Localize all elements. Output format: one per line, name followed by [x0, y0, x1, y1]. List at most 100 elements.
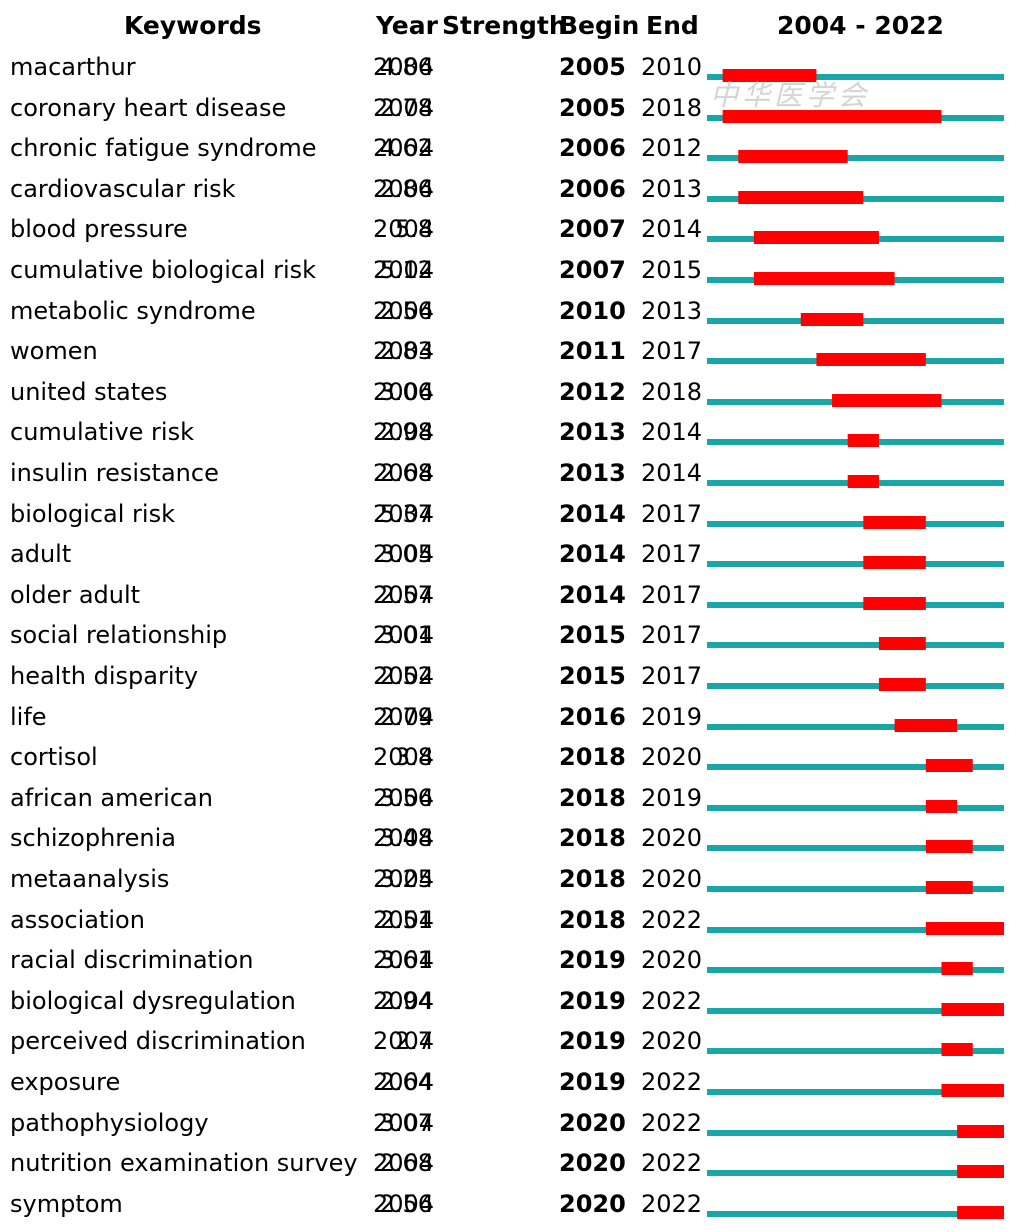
- timeline-base-line: [707, 926, 1004, 933]
- burst-bar: [738, 190, 864, 204]
- year-cell: 2004: [373, 824, 435, 853]
- burst-timeline: [707, 921, 1004, 935]
- year-cell: 2004: [373, 905, 435, 934]
- begin-cell: 2015: [559, 621, 626, 650]
- year-cell: 2004: [373, 1189, 435, 1218]
- end-cell: 2013: [641, 296, 703, 325]
- begin-cell: 2010: [559, 296, 626, 325]
- end-cell: 2022: [641, 1068, 703, 1096]
- table-row: health disparity 2004 2.52 2015 2017: [0, 656, 1016, 696]
- burst-timeline: [707, 231, 1004, 245]
- burst-bar: [878, 637, 926, 651]
- year-cell: 2004: [373, 580, 435, 609]
- begin-cell: 2020: [559, 1108, 626, 1137]
- burst-bar: [925, 921, 1004, 935]
- table-row: adult 2004 3.05 2014 2017: [0, 534, 1016, 574]
- keyword-cell: older adult: [10, 580, 141, 609]
- keyword-cell: women: [10, 337, 98, 366]
- end-cell: 2015: [641, 256, 703, 284]
- burst-bar: [941, 962, 973, 976]
- header-begin: Begin: [559, 11, 640, 40]
- end-cell: 2022: [641, 1189, 703, 1218]
- burst-bar: [894, 718, 958, 732]
- year-cell: 2004: [373, 662, 435, 690]
- table-row: symptom 2004 2.56 2020 2022: [0, 1184, 1016, 1224]
- table-row: pathophysiology 2004 3.07 2020 2022: [0, 1103, 1016, 1143]
- year-cell: 2004: [373, 459, 435, 487]
- strength-cell: 2.51: [379, 905, 433, 934]
- keyword-cell: chronic fatigue syndrome: [10, 134, 317, 163]
- strength-cell: 2.94: [379, 986, 433, 1015]
- timeline-base-line: [707, 1048, 1004, 1055]
- burst-bar: [957, 1124, 1004, 1138]
- table-row: women 2004 2.83 2011 2017: [0, 331, 1016, 371]
- burst-bar: [925, 799, 958, 813]
- end-cell: 2012: [641, 134, 703, 163]
- keyword-cell: biological risk: [10, 499, 175, 528]
- strength-cell: 3.8: [394, 743, 433, 772]
- burst-timeline: [707, 556, 1004, 570]
- burst-timeline: [707, 1205, 1004, 1219]
- burst-timeline: [707, 759, 1004, 773]
- burst-bar: [800, 312, 864, 326]
- year-cell: 2004: [373, 296, 435, 325]
- burst-bar: [941, 1084, 1004, 1097]
- begin-cell: 2013: [559, 459, 626, 487]
- burst-bar: [941, 1002, 1004, 1016]
- year-cell: 2004: [373, 377, 435, 406]
- begin-cell: 2019: [559, 986, 626, 1015]
- year-cell: 2004: [373, 418, 435, 447]
- keyword-cell: coronary heart disease: [10, 93, 287, 122]
- burst-bar: [847, 475, 879, 488]
- timeline-base-line: [707, 601, 1004, 608]
- begin-cell: 2016: [559, 702, 626, 731]
- burst-bar: [753, 272, 895, 285]
- burst-bar: [753, 231, 879, 245]
- keyword-cell: nutrition examination survey: [10, 1149, 358, 1178]
- timeline-base-line: [707, 764, 1004, 771]
- table-row: macarthur 2004 4.86 2005 2010: [0, 47, 1016, 87]
- keyword-cell: macarthur: [10, 53, 136, 81]
- table-row: cumulative risk 2004 2.98 2013 2014: [0, 412, 1016, 452]
- strength-cell: 2.52: [379, 662, 433, 690]
- keyword-cell: life: [10, 702, 47, 731]
- strength-cell: 2.68: [379, 459, 433, 487]
- begin-cell: 2020: [559, 1149, 626, 1178]
- burst-bar: [816, 353, 926, 367]
- burst-bar: [738, 150, 848, 164]
- end-cell: 2017: [641, 540, 703, 569]
- burst-timeline: [707, 150, 1004, 164]
- strength-cell: 3.05: [379, 540, 433, 569]
- timeline-base-line: [707, 520, 1004, 527]
- table-row: african american 2004 3.56 2018 2019: [0, 778, 1016, 818]
- burst-timeline: [707, 799, 1004, 813]
- keyword-cell: african american: [10, 783, 213, 812]
- burst-bar: [722, 69, 817, 82]
- table-row: blood pressure 2004 5.8 2007 2014: [0, 209, 1016, 249]
- begin-cell: 2015: [559, 662, 626, 690]
- year-cell: 2004: [373, 1068, 435, 1096]
- burst-timeline: [707, 190, 1004, 204]
- keyword-cell: adult: [10, 540, 72, 569]
- keyword-cell: association: [10, 905, 145, 934]
- timeline-base-line: [707, 1170, 1004, 1177]
- end-cell: 2014: [641, 418, 703, 447]
- timeline-base-line: [707, 804, 1004, 811]
- header-year: Year: [376, 11, 438, 40]
- keyword-cell: insulin resistance: [10, 459, 219, 487]
- burst-timeline: [707, 1084, 1004, 1097]
- strength-cell: 2.7: [394, 1027, 433, 1056]
- strength-cell: 4.62: [379, 134, 433, 163]
- timeline-base-line: [707, 723, 1004, 730]
- timeline-base-line: [707, 1129, 1004, 1136]
- begin-cell: 2007: [559, 215, 626, 244]
- end-cell: 2014: [641, 459, 703, 487]
- begin-cell: 2018: [559, 905, 626, 934]
- strength-cell: 2.68: [379, 1149, 433, 1178]
- burst-bar: [878, 678, 926, 691]
- strength-cell: 3.61: [379, 946, 433, 975]
- keyword-cell: cumulative biological risk: [10, 256, 317, 284]
- table-row: schizophrenia 2004 3.48 2018 2020: [0, 818, 1016, 858]
- strength-cell: 5.8: [394, 215, 433, 244]
- year-cell: 2004: [373, 93, 435, 122]
